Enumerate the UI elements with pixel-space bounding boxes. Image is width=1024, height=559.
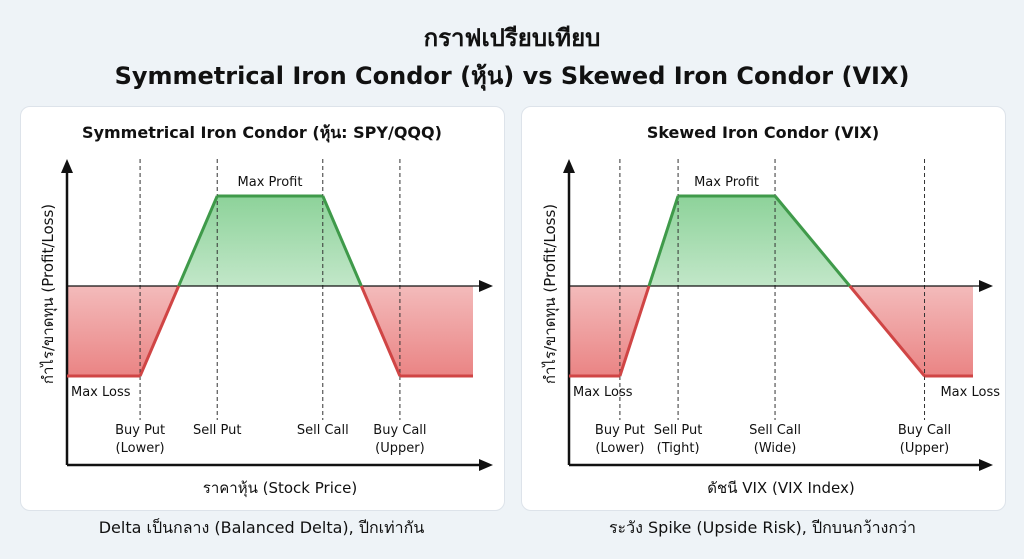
payoff-line xyxy=(618,285,651,377)
payoff-line xyxy=(138,285,181,377)
x-axis-arrow xyxy=(979,459,993,471)
y-axis-arrow xyxy=(61,159,73,173)
payoff-line xyxy=(773,195,851,287)
chart-card-symmetrical: Buy Put (Lower) Sell Put Sell Call Buy Call (… xyxy=(20,106,505,511)
payoff-line xyxy=(177,195,219,287)
zero-line-arrow xyxy=(979,280,993,292)
profit-area xyxy=(569,196,973,286)
strike-label: (Wide) xyxy=(754,441,797,456)
caption-skewed: ระวัง Spike (Upside Risk), ปีกบนกว้างกว่… xyxy=(608,518,917,537)
payoff-line xyxy=(321,195,363,287)
page-title: กราฟเปรียบเทียบ xyxy=(423,24,601,52)
zero-line-arrow xyxy=(479,280,493,292)
payoff-line xyxy=(848,285,926,377)
payoff-line xyxy=(647,195,680,287)
strike-label: Sell Put xyxy=(654,423,703,438)
strike-label: (Upper) xyxy=(375,441,425,456)
strike-label: Sell Call xyxy=(297,423,349,438)
annotation-label: Max Loss xyxy=(71,385,131,400)
caption-symmetrical: Delta เป็นกลาง (Balanced Delta), ปีกเท่า… xyxy=(98,518,425,537)
page-subtitle: Symmetrical Iron Condor (หุ้น) vs Skewed… xyxy=(114,62,910,90)
payoff-line xyxy=(359,285,402,377)
chart-symmetrical: Buy Put (Lower) Sell Put Sell Call Buy Call (… xyxy=(39,123,493,498)
strike-label: Buy Call xyxy=(373,423,426,438)
x-axis-arrow xyxy=(479,459,493,471)
strike-label: (Upper) xyxy=(900,441,950,456)
y-axis-arrow xyxy=(563,159,575,173)
strike-label: Sell Put xyxy=(193,423,242,438)
strike-label: Buy Call xyxy=(898,423,951,438)
annotation-label: Max Profit xyxy=(238,175,303,190)
loss-area xyxy=(569,286,973,376)
strike-label: Buy Put xyxy=(115,423,165,438)
y-axis-label: กำไร/ขาดทุน (Profit/Loss) xyxy=(541,204,560,384)
chart-skewed: Buy Put (Lower) Sell Put (Tight) Sell Call (W… xyxy=(541,123,1000,497)
strike-label: (Lower) xyxy=(116,441,165,456)
annotation-label: Max Loss xyxy=(940,385,1000,400)
chart-card-skewed: Buy Put (Lower) Sell Put (Tight) Sell Call (W… xyxy=(521,106,1006,511)
x-axis-label: ดัชนี VIX (VIX Index) xyxy=(707,479,854,497)
y-axis-label: กำไร/ขาดทุน (Profit/Loss) xyxy=(39,204,58,384)
strike-label: (Lower) xyxy=(595,441,644,456)
strike-label: Buy Put xyxy=(595,423,645,438)
annotation-label: Max Profit xyxy=(694,175,759,190)
annotation-label: Max Loss xyxy=(573,385,633,400)
chart-title: Symmetrical Iron Condor (หุ้น: SPY/QQQ) xyxy=(82,123,442,143)
profit-area xyxy=(67,196,473,286)
chart-title: Skewed Iron Condor (VIX) xyxy=(647,123,879,142)
strike-label: Sell Call xyxy=(749,423,801,438)
strike-label: (Tight) xyxy=(657,441,700,456)
x-axis-label: ราคาหุ้น (Stock Price) xyxy=(203,479,357,498)
